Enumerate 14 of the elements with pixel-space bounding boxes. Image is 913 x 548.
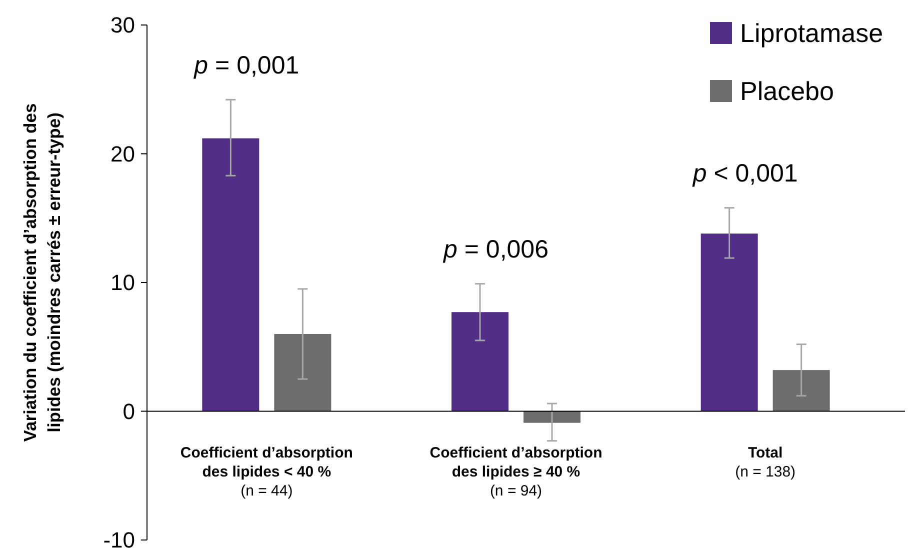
y-tick-label: 20	[110, 141, 135, 166]
annotation: p = 0,001	[193, 51, 300, 80]
annotation: p = 0,006	[442, 236, 548, 264]
y-tick-label: 0	[122, 398, 135, 424]
y-axis-title: Variation du coefficient d’absorption des lipides (moindres carrés ± erreur-type)	[20, 103, 64, 442]
annotation: p < 0,001	[692, 160, 798, 188]
x-tick-label: Total (n = 138)	[735, 444, 796, 480]
legend-label: Placebo	[740, 76, 834, 106]
x-tick-label: Coefficient d’absorption des lipides ≥ 40 % (n = 94)	[430, 444, 602, 500]
y-tick-label: 30	[110, 12, 135, 38]
x-tick-label: Coefficient d’absorption des lipides < 40 % (n = 44)	[180, 444, 353, 500]
y-tick-label: -10	[103, 528, 135, 548]
legend-label: Liprotamase	[740, 18, 884, 48]
y-tick-label: 10	[110, 270, 135, 296]
